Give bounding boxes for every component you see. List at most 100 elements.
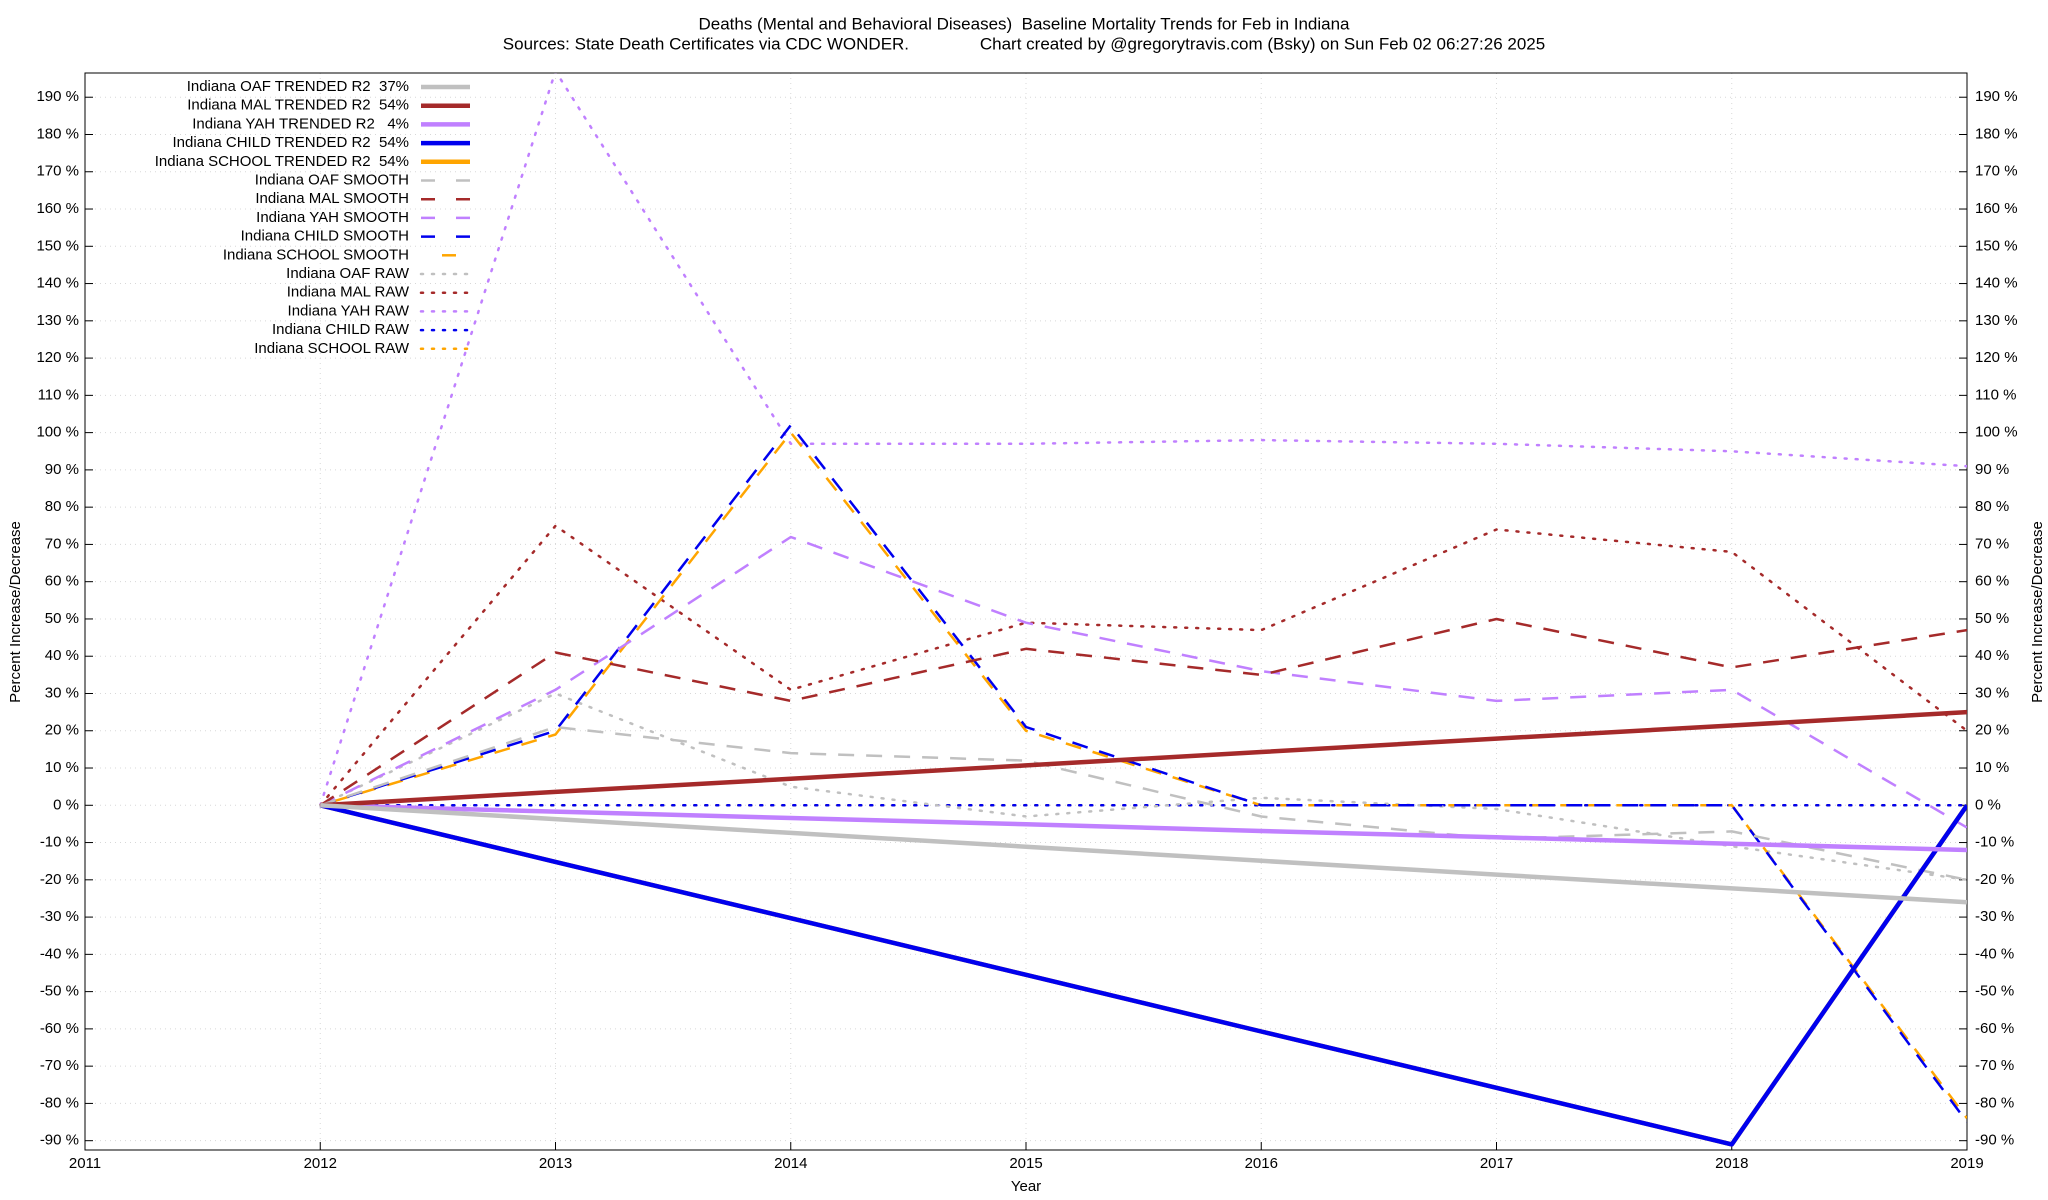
y2-tick-label: -20 %: [1975, 871, 2014, 888]
series-line: [320, 709, 1967, 808]
y-tick-label: 30 %: [45, 684, 79, 701]
x-tick-label: 2019: [1950, 1155, 1983, 1172]
legend-label: Indiana YAH SMOOTH: [256, 209, 409, 226]
y2-tick-label: 120 %: [1975, 349, 2018, 366]
y2-tick-label: 20 %: [1975, 722, 2009, 739]
legend-label: Indiana CHILD RAW: [272, 321, 410, 338]
series-line: [319, 431, 1967, 1120]
series-line: [319, 692, 1967, 882]
y-tick-label: 10 %: [45, 759, 79, 776]
y-tick-label: -50 %: [40, 983, 79, 1000]
y-tick-label: 180 %: [36, 125, 79, 142]
legend-label: Indiana YAH RAW: [288, 302, 410, 319]
series-line: [319, 535, 1967, 829]
y-tick-label: 70 %: [45, 535, 79, 552]
y2-tick-label: 10 %: [1975, 759, 2009, 776]
y2-tick-label: -50 %: [1975, 983, 2014, 1000]
y2-tick-label: -40 %: [1975, 945, 2014, 962]
series-line: [319, 524, 1967, 807]
y2-tick-label: 60 %: [1975, 573, 2009, 590]
y2-tick-label: -80 %: [1975, 1094, 2014, 1111]
y-tick-label: 100 %: [36, 424, 79, 441]
y-tick-label: 160 %: [36, 200, 79, 217]
y2-tick-label: 30 %: [1975, 684, 2009, 701]
y2-tick-label: 180 %: [1975, 125, 2018, 142]
y2-tick-label: -70 %: [1975, 1057, 2014, 1074]
y2-tick-label: 170 %: [1975, 163, 2018, 180]
legend-label: Indiana CHILD SMOOTH: [241, 228, 409, 245]
series-line: [319, 725, 1967, 882]
legend-label: Indiana SCHOOL RAW: [254, 340, 410, 357]
y-tick-label: 150 %: [36, 237, 79, 254]
y-tick-label: 120 %: [36, 349, 79, 366]
y2-tick-label: 130 %: [1975, 312, 2018, 329]
y2-tick-label: 90 %: [1975, 461, 2009, 478]
y-tick-label: 20 %: [45, 722, 79, 739]
chart-subtitle: Sources: State Death Certificates via CD…: [503, 34, 1545, 53]
y-tick-label: 130 %: [36, 312, 79, 329]
y-tick-label: 190 %: [36, 88, 79, 105]
x-tick-label: 2014: [774, 1155, 807, 1172]
legend-label: Indiana SCHOOL SMOOTH: [223, 246, 409, 263]
y2-tick-label: 140 %: [1975, 275, 2018, 292]
y-tick-label: 90 %: [45, 461, 79, 478]
chart-title: Deaths (Mental and Behavioral Diseases) …: [698, 14, 1350, 33]
x-tick-label: 2018: [1715, 1155, 1748, 1172]
y2-tick-label: 110 %: [1975, 386, 2016, 403]
series-line: [319, 617, 1967, 807]
y-tick-label: 170 %: [36, 163, 79, 180]
x-tick-label: 2016: [1245, 1155, 1278, 1172]
legend-label: Indiana MAL RAW: [287, 284, 410, 301]
legend-label: Indiana MAL TRENDED R2 54%: [187, 97, 409, 114]
y2-tick-label: 160 %: [1975, 200, 2018, 217]
y2-tick-label: 40 %: [1975, 647, 2009, 664]
y2-tick-label: -60 %: [1975, 1020, 2014, 1037]
legend-label: Indiana MAL SMOOTH: [255, 190, 409, 207]
y-tick-label: -20 %: [40, 871, 79, 888]
y2-tick-label: -90 %: [1975, 1132, 2014, 1149]
x-tick-label: 2011: [69, 1155, 101, 1172]
series-line: [320, 803, 1967, 905]
y-tick-label: 80 %: [45, 498, 79, 515]
y-tick-label: -70 %: [40, 1057, 79, 1074]
legend-label: Indiana CHILD TRENDED R2 54%: [173, 134, 409, 151]
y-tick-label: 140 %: [36, 275, 79, 292]
y2-tick-label: -10 %: [1975, 834, 2014, 851]
x-tick-label: 2013: [539, 1155, 572, 1172]
x-tick-label: 2015: [1009, 1155, 1042, 1172]
y2-axis-label: Percent Increase/Decrease: [2029, 521, 2046, 703]
x-axis-label: Year: [1011, 1178, 1041, 1195]
y-tick-label: 0 %: [53, 796, 79, 813]
y2-tick-label: 150 %: [1975, 237, 2018, 254]
y-axis-label: Percent Increase/Decrease: [7, 521, 24, 703]
y-tick-label: -40 %: [40, 945, 79, 962]
legend-label: Indiana OAF RAW: [286, 265, 410, 282]
plot-frame: [84, 72, 1968, 1151]
legend-label: Indiana YAH TRENDED R2 4%: [192, 115, 409, 132]
y2-tick-label: -30 %: [1975, 908, 2014, 925]
series-line: [319, 73, 1967, 807]
y-tick-label: 60 %: [45, 573, 79, 590]
y2-tick-label: 70 %: [1975, 535, 2009, 552]
y-tick-label: -60 %: [40, 1020, 79, 1037]
legend-label: Indiana OAF TRENDED R2 37%: [187, 78, 409, 95]
y-tick-label: 110 %: [38, 386, 79, 403]
y2-tick-label: 80 %: [1975, 498, 2009, 515]
legend-label: Indiana SCHOOL TRENDED R2 54%: [155, 153, 409, 170]
y-tick-label: -10 %: [40, 834, 79, 851]
y-tick-label: 40 %: [45, 647, 79, 664]
y2-tick-label: 190 %: [1975, 88, 2018, 105]
y-tick-label: -80 %: [40, 1094, 79, 1111]
legend-label: Indiana OAF SMOOTH: [255, 171, 409, 188]
y-tick-label: 50 %: [45, 610, 79, 627]
series-line: [320, 803, 1967, 853]
y2-tick-label: 0 %: [1975, 796, 2001, 813]
series-line: [319, 803, 1967, 1147]
x-tick-label: 2012: [304, 1155, 337, 1172]
series-line: [319, 803, 1967, 1147]
x-tick-label: 2017: [1480, 1155, 1513, 1172]
y-tick-label: -90 %: [40, 1132, 79, 1149]
y-tick-label: -30 %: [40, 908, 79, 925]
y2-tick-label: 100 %: [1975, 424, 2018, 441]
